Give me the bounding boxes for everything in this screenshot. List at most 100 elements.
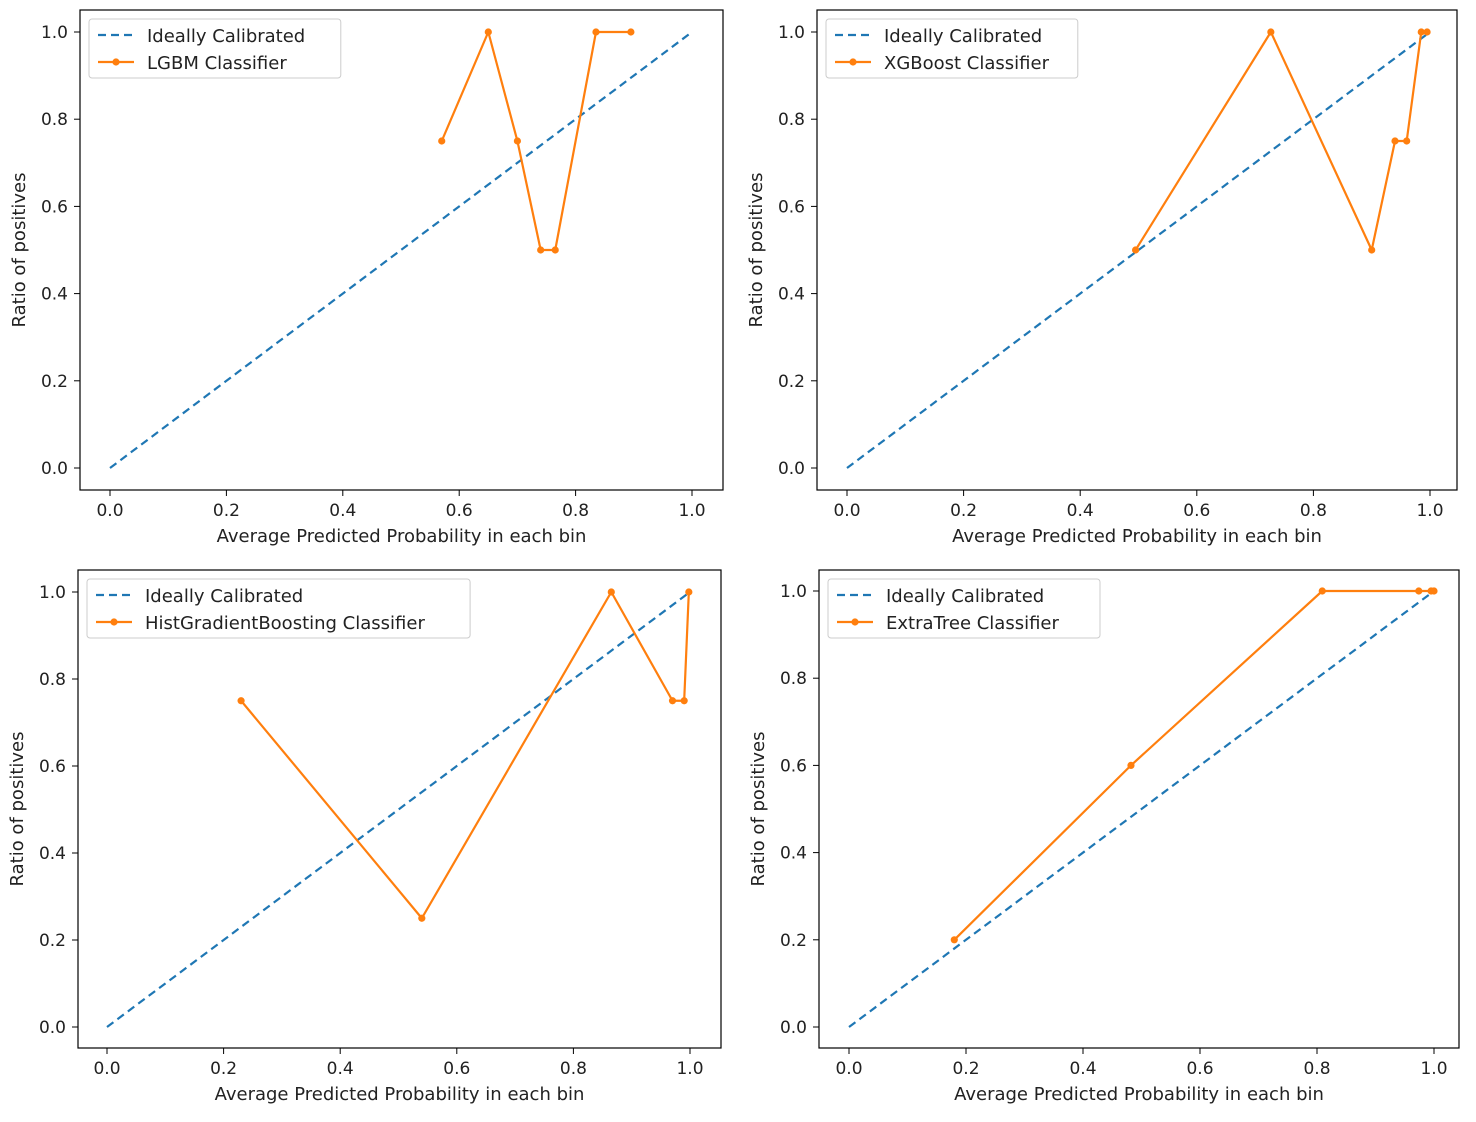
y-tick-label: 0.2 — [778, 372, 805, 392]
y-axis-title: Ratio of positives — [7, 732, 28, 887]
model-point — [950, 936, 958, 944]
y-tick-label: 1.0 — [780, 582, 807, 602]
y-tick-label: 0.6 — [780, 756, 807, 776]
x-tick-label: 0.4 — [1069, 1059, 1096, 1079]
legend-reference-label: Ideally Calibrated — [147, 26, 305, 47]
y-tick-label: 0.8 — [39, 670, 66, 690]
model-point — [1415, 587, 1423, 595]
x-axis-title: Average Predicted Probability in each bi… — [217, 526, 587, 547]
subplot-bottom-right: 0.0 0.2 0.4 0.6 0.8 1.0 0.0 0.2 0.4 0.6 0.8 1.0 Aver… — [748, 569, 1460, 1105]
y-axis-title: Ratio of positives — [9, 173, 30, 328]
y-tick-label: 0.0 — [39, 1018, 66, 1038]
model-point — [668, 697, 677, 705]
legend-model-marker — [849, 58, 857, 66]
legend-box — [86, 578, 471, 639]
y-tick-label: 0.2 — [780, 931, 807, 951]
y-tick-label: 0.4 — [39, 844, 66, 864]
legend-box — [827, 578, 1101, 639]
x-tick-label: 0.2 — [210, 1059, 237, 1079]
x-tick-label: 0.6 — [1186, 1059, 1213, 1079]
model-point — [685, 588, 693, 596]
x-tick-label: 1.0 — [676, 1059, 703, 1079]
y-tick-label: 0.6 — [39, 757, 66, 777]
model-point — [627, 28, 635, 36]
x-tick-label: 0.0 — [835, 1059, 862, 1079]
legend-model-label: HistGradientBoosting Classifier — [145, 613, 425, 634]
model-point — [418, 914, 426, 922]
x-axis-title: Average Predicted Probability in each bi… — [215, 1084, 585, 1105]
model-series-line — [1134, 30, 1428, 252]
y-tick-label: 0.2 — [39, 931, 66, 951]
y-tick-label: 0.8 — [780, 669, 807, 689]
reference-line — [848, 590, 1435, 1028]
model-point — [1423, 28, 1431, 36]
model-point — [1318, 587, 1326, 595]
model-point — [607, 588, 615, 596]
model-point — [237, 697, 245, 705]
x-tick-label: 0.2 — [213, 501, 240, 521]
y-tick-label: 1.0 — [39, 583, 66, 603]
model-point — [1430, 587, 1438, 595]
model-point — [551, 246, 559, 254]
x-tick-label: 0.4 — [329, 501, 356, 521]
legend-reference-label: Ideally Calibrated — [145, 586, 303, 607]
model-point — [1417, 28, 1425, 36]
model-point — [1127, 761, 1135, 770]
model-point — [1403, 137, 1411, 145]
axes-frame — [79, 9, 724, 491]
x-tick-label: 0.4 — [1067, 501, 1094, 521]
legend-model-label: ExtraTree Classifier — [886, 613, 1060, 634]
axes-frame — [816, 9, 1458, 491]
model-point — [513, 137, 522, 145]
axes-frame — [77, 569, 722, 1049]
legend-model-marker — [110, 618, 118, 626]
x-tick-label: 0.6 — [443, 1059, 470, 1079]
model-point — [537, 246, 545, 254]
x-tick-label: 0.8 — [560, 1059, 587, 1079]
legend-model-label: LGBM Classifier — [147, 53, 287, 74]
x-axis-title: Average Predicted Probability in each bi… — [954, 1084, 1324, 1105]
y-axis-title: Ratio of positives — [748, 732, 769, 887]
legend-reference-label: Ideally Calibrated — [884, 26, 1042, 47]
x-tick-label: 1.0 — [1416, 501, 1443, 521]
y-tick-label: 1.0 — [41, 23, 68, 43]
legend-model-marker — [851, 618, 859, 626]
x-tick-label: 0.0 — [93, 1059, 120, 1079]
y-tick-label: 0.2 — [41, 372, 68, 392]
x-tick-label: 0.6 — [446, 501, 473, 521]
y-tick-label: 0.4 — [780, 844, 807, 864]
x-tick-label: 0.8 — [1303, 1059, 1330, 1079]
x-tick-label: 0.2 — [950, 501, 977, 521]
model-point — [592, 28, 600, 36]
model-point — [1131, 246, 1140, 254]
reference-line — [109, 31, 693, 469]
x-tick-label: 0.6 — [1183, 501, 1210, 521]
model-point — [1368, 246, 1376, 254]
subplot-top-left: 0.0 0.2 0.4 0.6 0.8 1.0 0.0 0.2 0.4 0.6 0.8 1.0 Aver… — [9, 9, 724, 547]
legend-model-marker — [112, 58, 120, 66]
y-tick-label: 0.8 — [778, 110, 805, 130]
y-tick-label: 0.0 — [778, 459, 805, 479]
axes-frame — [818, 569, 1460, 1049]
x-axis-title: Average Predicted Probability in each bi… — [952, 526, 1322, 547]
y-tick-label: 1.0 — [778, 23, 805, 43]
model-point — [1267, 28, 1275, 36]
x-tick-label: 0.2 — [952, 1059, 979, 1079]
x-tick-label: 0.4 — [327, 1059, 354, 1079]
reference-line — [106, 591, 691, 1028]
x-tick-label: 0.8 — [1300, 501, 1327, 521]
y-tick-label: 0.8 — [41, 110, 68, 130]
x-tick-label: 0.8 — [562, 501, 589, 521]
y-tick-label: 0.6 — [41, 197, 68, 217]
subplot-top-right: 0.0 0.2 0.4 0.6 0.8 1.0 0.0 0.2 0.4 0.6 0.8 1.0 Aver… — [746, 9, 1458, 547]
model-series-line — [240, 590, 690, 920]
x-tick-label: 0.0 — [833, 501, 860, 521]
model-point — [438, 137, 446, 145]
x-tick-label: 0.0 — [96, 501, 123, 521]
model-series-line — [440, 30, 631, 252]
model-point — [1391, 137, 1399, 145]
y-tick-label: 0.6 — [778, 197, 805, 217]
legend-box — [88, 18, 342, 79]
